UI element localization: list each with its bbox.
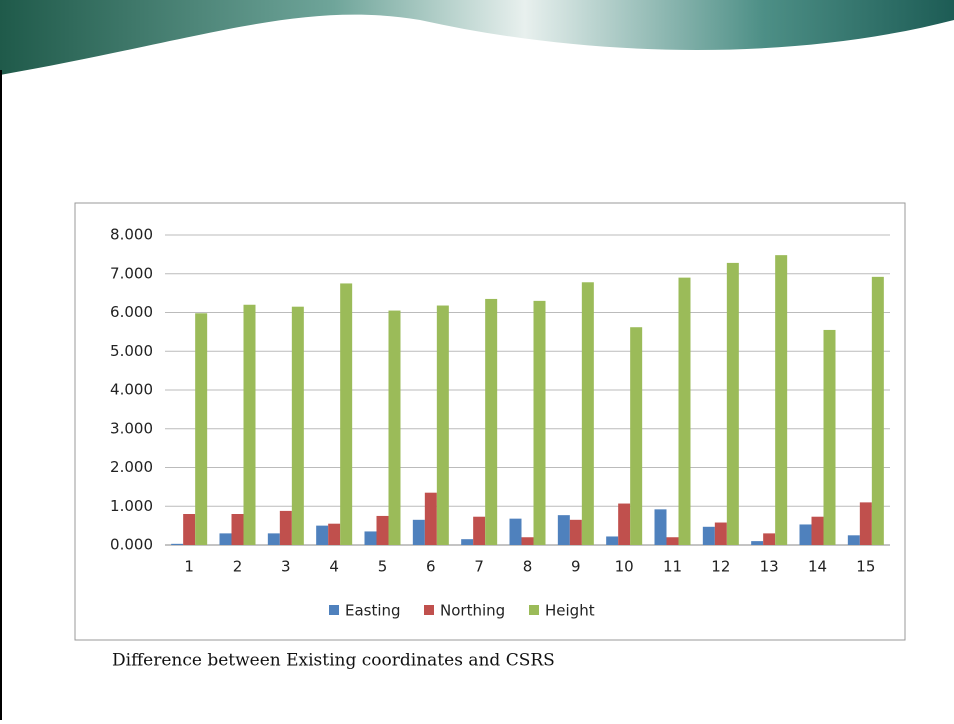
legend-swatch — [329, 605, 339, 615]
bar — [328, 524, 340, 545]
bar — [473, 517, 485, 545]
caption: Difference between Existing coordinates … — [112, 651, 555, 671]
bar — [679, 278, 691, 545]
bar — [630, 327, 642, 545]
slide: Difference between Existing coordinates … — [0, 0, 954, 720]
bar — [618, 504, 630, 545]
bar — [183, 514, 195, 545]
bar — [715, 523, 727, 545]
bar — [280, 511, 292, 545]
bar — [606, 536, 618, 545]
legend-label: Easting — [345, 602, 401, 620]
x-tick-label: 10 — [615, 558, 634, 576]
bar — [461, 539, 473, 545]
bar — [244, 305, 256, 545]
bar — [703, 527, 715, 545]
bar — [570, 520, 582, 545]
bar — [763, 533, 775, 545]
bar — [292, 307, 304, 545]
y-tick-label: 7.000 — [110, 264, 153, 282]
bar — [582, 282, 594, 545]
bar — [220, 533, 232, 545]
x-tick-label: 1 — [184, 558, 194, 576]
y-tick-label: 1.000 — [110, 497, 153, 515]
bar — [860, 502, 872, 545]
x-tick-label: 5 — [378, 558, 388, 576]
bar — [522, 537, 534, 545]
bar — [268, 533, 280, 545]
bar — [812, 517, 824, 545]
bar — [437, 306, 449, 545]
x-tick-label: 12 — [711, 558, 730, 576]
bar — [316, 526, 328, 545]
x-tick-label: 13 — [760, 558, 779, 576]
x-tick-label: 7 — [474, 558, 484, 576]
y-tick-label: 3.000 — [110, 419, 153, 437]
bar — [667, 537, 679, 545]
bar — [413, 520, 425, 545]
x-tick-label: 11 — [663, 558, 682, 576]
bar — [727, 263, 739, 545]
x-tick-label: 9 — [571, 558, 581, 576]
bar — [171, 544, 183, 545]
bar — [485, 299, 497, 545]
bar — [751, 541, 763, 545]
bar — [824, 330, 836, 545]
x-tick-label: 2 — [233, 558, 243, 576]
bar — [848, 535, 860, 545]
legend-swatch — [424, 605, 434, 615]
y-tick-label: 0.000 — [110, 536, 153, 554]
bar — [377, 516, 389, 545]
y-tick-label: 6.000 — [110, 303, 153, 321]
bar — [558, 515, 570, 545]
bar — [655, 509, 667, 545]
x-tick-label: 8 — [523, 558, 533, 576]
bar — [800, 524, 812, 545]
y-tick-label: 8.000 — [110, 226, 153, 244]
x-tick-label: 14 — [808, 558, 827, 576]
bar — [425, 493, 437, 545]
bar — [872, 277, 884, 545]
bar — [389, 311, 401, 545]
bar — [195, 313, 207, 545]
bar — [232, 514, 244, 545]
x-tick-label: 4 — [329, 558, 339, 576]
page: {"chart_data": {"type": "bar", "caption"… — [0, 0, 954, 720]
x-tick-label: 3 — [281, 558, 291, 576]
legend-label: Height — [545, 602, 595, 620]
y-tick-label: 4.000 — [110, 381, 153, 399]
bar — [340, 283, 352, 545]
y-tick-label: 5.000 — [110, 342, 153, 360]
legend-label: Northing — [440, 602, 505, 620]
x-tick-label: 6 — [426, 558, 436, 576]
bar — [365, 531, 377, 545]
bar — [510, 519, 522, 545]
bar — [534, 301, 546, 545]
header-swoosh — [0, 0, 954, 75]
bar — [775, 255, 787, 545]
legend-swatch — [529, 605, 539, 615]
x-tick-label: 15 — [856, 558, 875, 576]
y-tick-label: 2.000 — [110, 458, 153, 476]
